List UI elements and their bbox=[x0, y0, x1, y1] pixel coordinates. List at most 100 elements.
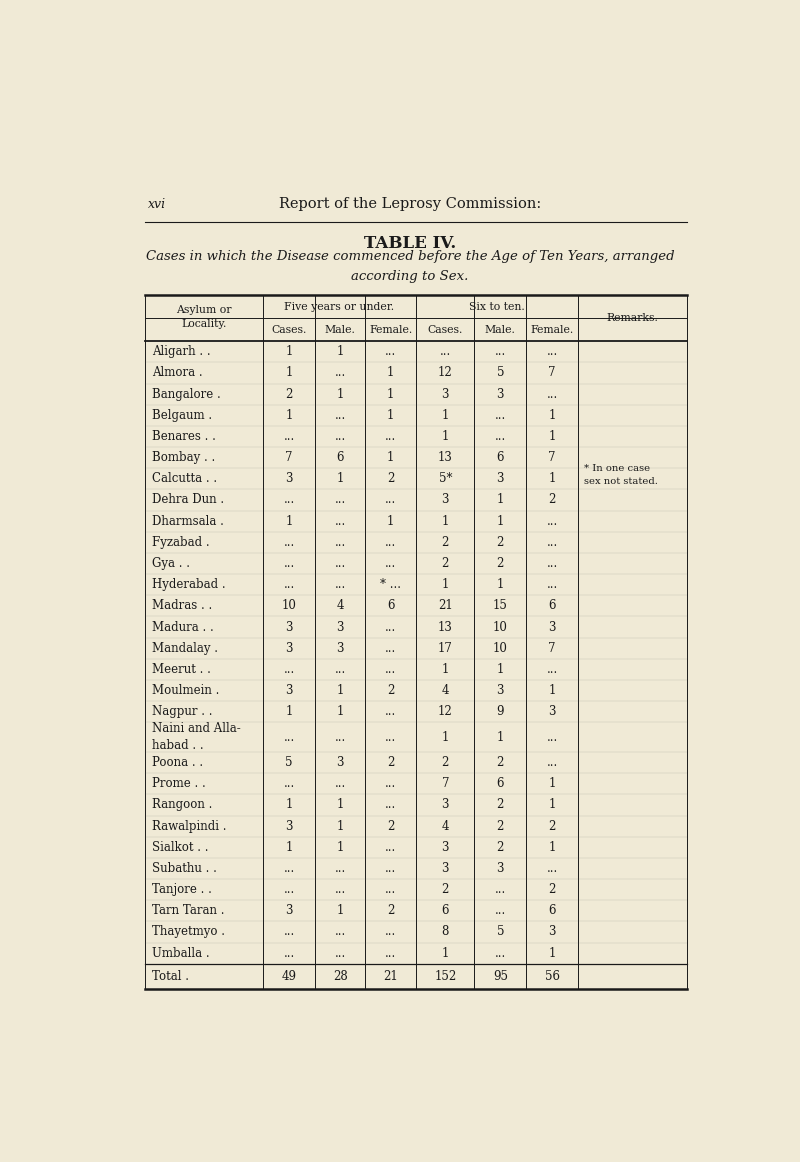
Text: ...: ... bbox=[494, 409, 506, 422]
Text: ...: ... bbox=[334, 777, 346, 790]
Text: * In one case
sex not stated.: * In one case sex not stated. bbox=[584, 464, 658, 486]
Text: 2: 2 bbox=[549, 494, 556, 507]
Text: 3: 3 bbox=[286, 684, 293, 697]
Text: 8: 8 bbox=[442, 925, 449, 939]
Text: 3: 3 bbox=[497, 472, 504, 486]
Text: 3: 3 bbox=[337, 621, 344, 633]
Text: 7: 7 bbox=[549, 451, 556, 464]
Text: 1: 1 bbox=[497, 515, 504, 528]
Text: ...: ... bbox=[334, 366, 346, 380]
Text: 3: 3 bbox=[549, 705, 556, 718]
Text: ...: ... bbox=[385, 947, 396, 960]
Text: Madras . .: Madras . . bbox=[152, 600, 212, 612]
Text: 1: 1 bbox=[337, 705, 344, 718]
Text: 1: 1 bbox=[337, 345, 344, 358]
Text: ...: ... bbox=[334, 515, 346, 528]
Text: Cases.: Cases. bbox=[271, 324, 306, 335]
Text: 1: 1 bbox=[442, 947, 449, 960]
Text: Female.: Female. bbox=[530, 324, 574, 335]
Text: ...: ... bbox=[546, 557, 558, 571]
Text: Remarks.: Remarks. bbox=[607, 313, 658, 323]
Text: 1: 1 bbox=[549, 841, 556, 854]
Text: ...: ... bbox=[334, 925, 346, 939]
Text: ...: ... bbox=[283, 947, 294, 960]
Text: 5*: 5* bbox=[438, 472, 452, 486]
Text: 1: 1 bbox=[549, 409, 556, 422]
Text: ...: ... bbox=[385, 641, 396, 654]
Text: Naini and Alla-
habad . .: Naini and Alla- habad . . bbox=[152, 722, 241, 752]
Text: 3: 3 bbox=[286, 904, 293, 917]
Text: 10: 10 bbox=[493, 641, 508, 654]
Text: 1: 1 bbox=[442, 579, 449, 591]
Text: 2: 2 bbox=[497, 819, 504, 833]
Text: ...: ... bbox=[385, 345, 396, 358]
Text: ...: ... bbox=[494, 883, 506, 896]
Text: 2: 2 bbox=[549, 819, 556, 833]
Text: 2: 2 bbox=[387, 472, 394, 486]
Text: ...: ... bbox=[385, 883, 396, 896]
Text: ...: ... bbox=[334, 579, 346, 591]
Text: Bangalore .: Bangalore . bbox=[152, 388, 221, 401]
Text: 13: 13 bbox=[438, 621, 453, 633]
Text: 7: 7 bbox=[286, 451, 293, 464]
Text: 1: 1 bbox=[497, 662, 504, 676]
Text: 1: 1 bbox=[286, 366, 293, 380]
Text: ...: ... bbox=[283, 579, 294, 591]
Text: Mandalay .: Mandalay . bbox=[152, 641, 218, 654]
Text: ...: ... bbox=[385, 662, 396, 676]
Text: 1: 1 bbox=[497, 494, 504, 507]
Text: 1: 1 bbox=[549, 684, 556, 697]
Text: 1: 1 bbox=[549, 472, 556, 486]
Text: 6: 6 bbox=[497, 777, 504, 790]
Text: 152: 152 bbox=[434, 970, 456, 983]
Text: 1: 1 bbox=[337, 904, 344, 917]
Text: ...: ... bbox=[546, 756, 558, 769]
Text: Female.: Female. bbox=[369, 324, 412, 335]
Text: ...: ... bbox=[283, 925, 294, 939]
Text: ...: ... bbox=[385, 798, 396, 811]
Text: 95: 95 bbox=[493, 970, 508, 983]
Text: 1: 1 bbox=[387, 388, 394, 401]
Text: 2: 2 bbox=[442, 557, 449, 571]
Text: 3: 3 bbox=[442, 388, 449, 401]
Text: ...: ... bbox=[334, 430, 346, 443]
Text: 2: 2 bbox=[442, 883, 449, 896]
Text: 2: 2 bbox=[497, 841, 504, 854]
Text: ...: ... bbox=[334, 731, 346, 744]
Text: 2: 2 bbox=[497, 756, 504, 769]
Text: ...: ... bbox=[385, 557, 396, 571]
Text: 21: 21 bbox=[383, 970, 398, 983]
Text: 1: 1 bbox=[286, 345, 293, 358]
Text: 1: 1 bbox=[387, 451, 394, 464]
Text: Fyzabad .: Fyzabad . bbox=[152, 536, 210, 548]
Text: ...: ... bbox=[494, 345, 506, 358]
Text: Belgaum .: Belgaum . bbox=[152, 409, 212, 422]
Text: ...: ... bbox=[546, 515, 558, 528]
Text: Moulmein .: Moulmein . bbox=[152, 684, 219, 697]
Text: 6: 6 bbox=[387, 600, 394, 612]
Text: 7: 7 bbox=[549, 641, 556, 654]
Text: ...: ... bbox=[334, 536, 346, 548]
Text: ...: ... bbox=[385, 430, 396, 443]
Text: 1: 1 bbox=[337, 798, 344, 811]
Text: ...: ... bbox=[385, 777, 396, 790]
Text: 13: 13 bbox=[438, 451, 453, 464]
Text: 4: 4 bbox=[442, 684, 449, 697]
Text: 28: 28 bbox=[333, 970, 348, 983]
Text: ...: ... bbox=[283, 731, 294, 744]
Text: 49: 49 bbox=[282, 970, 297, 983]
Text: ...: ... bbox=[494, 947, 506, 960]
Text: 6: 6 bbox=[549, 904, 556, 917]
Text: 56: 56 bbox=[545, 970, 560, 983]
Text: 1: 1 bbox=[442, 515, 449, 528]
Text: 2: 2 bbox=[387, 819, 394, 833]
Text: 2: 2 bbox=[387, 756, 394, 769]
Text: ...: ... bbox=[385, 841, 396, 854]
Text: Asylum or
Locality.: Asylum or Locality. bbox=[176, 304, 232, 329]
Text: 2: 2 bbox=[549, 883, 556, 896]
Text: 3: 3 bbox=[286, 641, 293, 654]
Text: 7: 7 bbox=[549, 366, 556, 380]
Text: 2: 2 bbox=[442, 756, 449, 769]
Text: Thayetmyo .: Thayetmyo . bbox=[152, 925, 225, 939]
Text: Sialkot . .: Sialkot . . bbox=[152, 841, 209, 854]
